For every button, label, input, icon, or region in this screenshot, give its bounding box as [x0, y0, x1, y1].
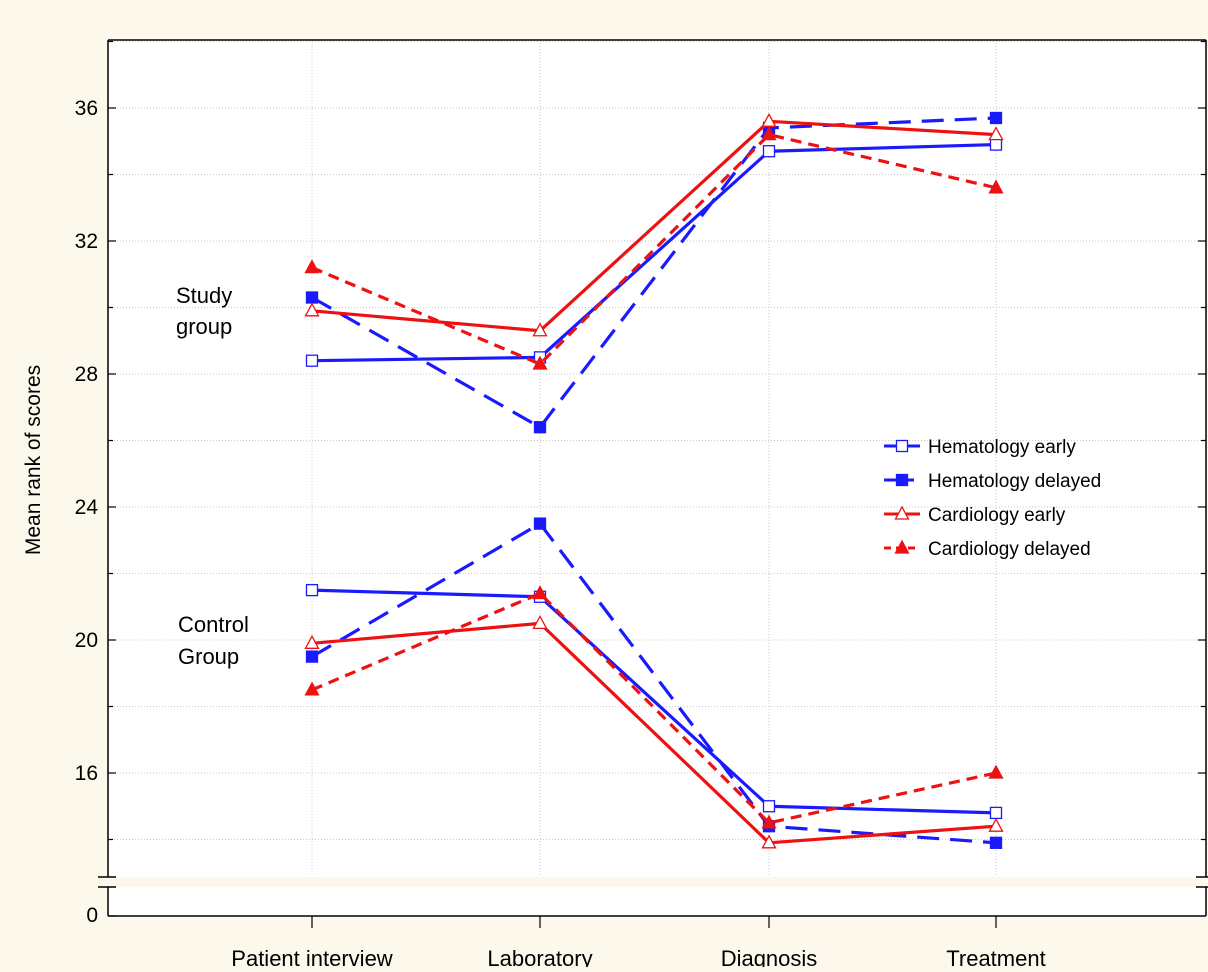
legend-item: Cardiology delayed — [884, 539, 1091, 560]
data-point — [762, 145, 776, 158]
legend-label: Cardiology delayed — [928, 539, 1091, 560]
series-line — [311, 621, 997, 845]
data-point — [532, 615, 548, 630]
data-point — [304, 302, 320, 317]
y-tick-label: 28 — [75, 363, 98, 386]
y-tick-label: 32 — [75, 230, 98, 253]
data-point — [532, 585, 548, 600]
legend-label: Cardiology early — [928, 505, 1066, 526]
legend-marker — [894, 505, 910, 520]
data-point — [305, 583, 319, 597]
data-point — [532, 355, 548, 370]
y-tick-label: 36 — [75, 97, 98, 120]
data-point — [762, 800, 776, 813]
group-label-control-line2: Group — [178, 644, 239, 669]
x-tick-label: Treatment — [946, 946, 1045, 967]
plot-area-lower — [108, 887, 1206, 917]
series-study-cardiology-delayed — [304, 126, 1004, 370]
series-line — [311, 588, 997, 815]
legend-label: Hematology early — [928, 437, 1076, 458]
x-tick-label: Diagnosis — [721, 946, 818, 967]
data-point — [304, 681, 320, 696]
group-label-study-line2: group — [176, 314, 232, 339]
group-label-control-line1: Control — [178, 612, 249, 637]
legend-item: Hematology delayed — [884, 471, 1101, 492]
y-axis-ticks: 16 20 24 28 32 36 0 — [75, 40, 1206, 927]
plot-area — [108, 40, 1206, 877]
data-point — [305, 354, 319, 367]
data-point — [988, 179, 1004, 194]
legend: Hematology early Hematology delayed Cardio… — [884, 437, 1101, 560]
legend-item: Cardiology early — [884, 505, 1066, 526]
data-point — [989, 806, 1003, 820]
data-point — [304, 634, 320, 649]
legend-marker — [894, 539, 910, 554]
data-point — [761, 814, 777, 829]
data-point — [761, 834, 777, 849]
legend-label: Hematology delayed — [928, 471, 1101, 492]
data-point — [305, 650, 319, 663]
series-control-cardiology-early — [304, 615, 1004, 849]
data-point — [989, 138, 1003, 151]
plot-frame — [107, 39, 1207, 917]
data-point — [989, 111, 1003, 125]
axis-break — [95, 876, 1208, 888]
y-tick-label: 0 — [86, 904, 98, 927]
x-tick-label: Patient interview — [231, 946, 393, 967]
x-axis-ticks: Patient interview Laboratory Diagnosis Trea… — [231, 916, 1046, 971]
data-point — [533, 421, 547, 434]
data-point — [988, 126, 1004, 141]
legend-marker — [895, 439, 909, 453]
series-line — [311, 133, 997, 366]
grid-lines — [108, 40, 1206, 877]
group-label-study-line1: Study — [176, 283, 232, 308]
data-point — [988, 764, 1004, 779]
legend-item: Hematology early — [884, 437, 1076, 458]
data-point — [305, 291, 319, 304]
data-point — [761, 126, 777, 141]
series-group — [304, 111, 1004, 849]
y-axis-title: Mean rank of scores — [22, 365, 45, 555]
series-control-cardiology-delayed — [304, 585, 1004, 829]
data-point — [989, 836, 1003, 849]
data-point — [304, 259, 320, 274]
data-point — [532, 322, 548, 337]
series-line — [311, 142, 997, 363]
data-point — [988, 817, 1004, 832]
series-line — [311, 116, 997, 429]
y-tick-label: 20 — [75, 629, 98, 652]
x-tick-label: Laboratory — [487, 946, 592, 967]
series-line — [311, 119, 997, 333]
legend-marker — [895, 473, 909, 487]
series-line — [311, 591, 997, 825]
y-tick-label: 24 — [75, 496, 99, 519]
axis-break-gap — [95, 878, 1208, 886]
series-study-cardiology-early — [304, 112, 1004, 337]
y-tick-label: 16 — [75, 762, 98, 785]
data-point — [533, 517, 547, 530]
